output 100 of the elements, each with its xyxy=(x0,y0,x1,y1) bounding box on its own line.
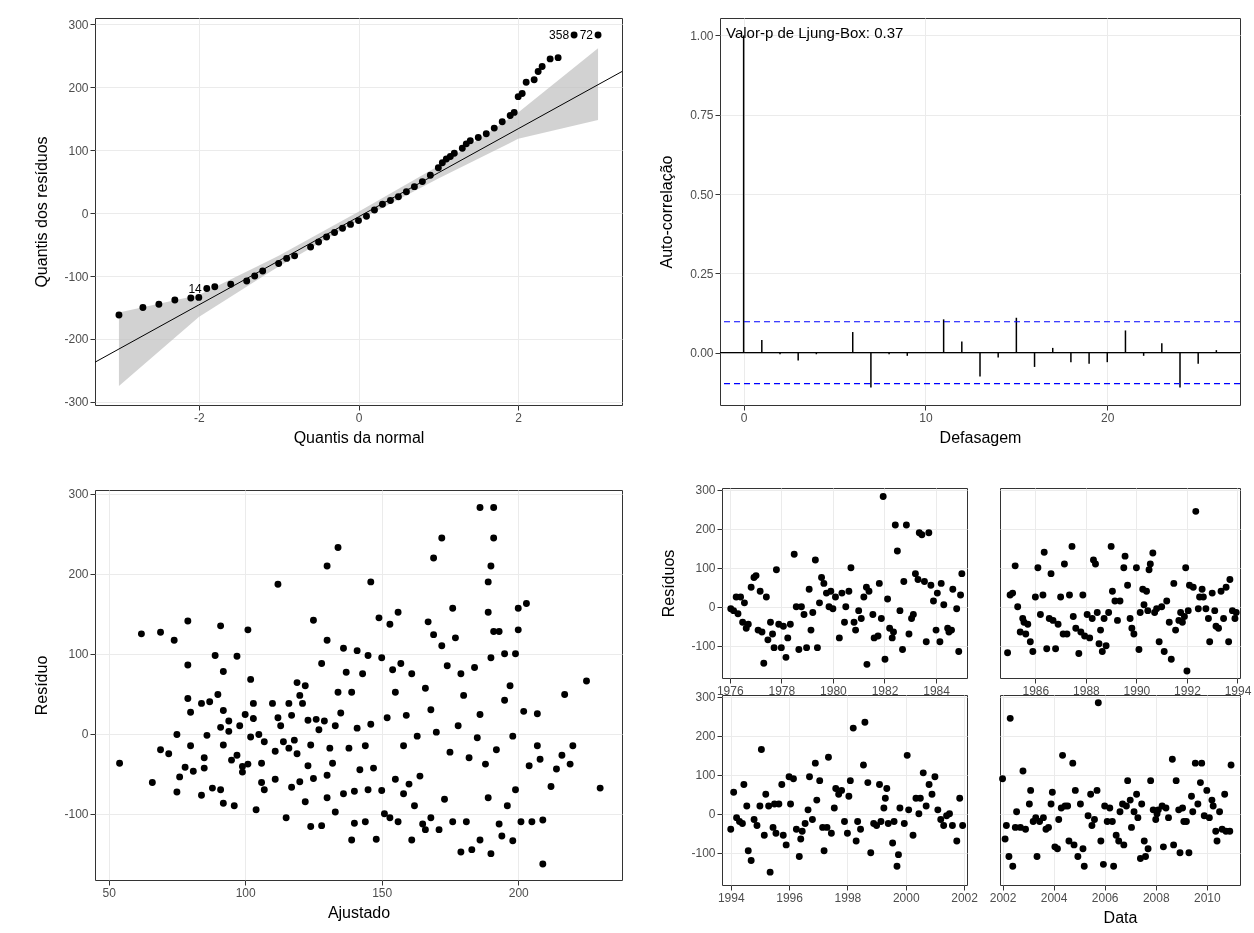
y-tick-label: 1.00 xyxy=(690,28,714,43)
y-tick-label: 100 xyxy=(68,647,89,662)
point xyxy=(211,283,219,291)
y-tick-label: 200 xyxy=(695,729,716,744)
point xyxy=(474,134,482,142)
point xyxy=(347,220,354,228)
y-tick-label: 300 xyxy=(695,483,716,498)
point xyxy=(538,63,546,70)
y-tick-label: 100 xyxy=(695,768,716,783)
y-tick-label: -100 xyxy=(64,269,89,284)
annotation: 358 xyxy=(549,27,570,42)
x-tick-label: 50 xyxy=(102,885,117,900)
x-tick-label: 2008 xyxy=(1142,890,1170,905)
point xyxy=(546,55,554,63)
x-axis-title: Data xyxy=(1103,908,1138,926)
line-series xyxy=(94,70,623,363)
point xyxy=(291,252,299,260)
point xyxy=(203,285,211,293)
x-tick-label: 20 xyxy=(1101,410,1115,425)
x-tick-label: 1986 xyxy=(1022,683,1050,698)
point xyxy=(187,294,195,302)
y-tick-label: 100 xyxy=(68,143,89,158)
x-tick-label: 10 xyxy=(919,410,933,425)
y-axis-title: Resíduos xyxy=(659,549,677,618)
x-tick-label: 1980 xyxy=(820,683,848,698)
annotation: 72 xyxy=(579,27,594,42)
point xyxy=(363,212,370,220)
x-tick-label: 0 xyxy=(740,410,748,425)
x-tick-label: 1990 xyxy=(1123,683,1151,698)
point xyxy=(434,164,442,172)
point xyxy=(522,78,530,86)
x-tick-label: 200 xyxy=(508,885,530,900)
x-tick-label: -2 xyxy=(193,410,205,425)
point xyxy=(530,76,538,84)
point xyxy=(458,144,466,152)
y-tick-label: -100 xyxy=(691,846,716,861)
y-tick-label: 0 xyxy=(708,807,716,822)
x-tick-label: 1994 xyxy=(717,890,745,905)
point xyxy=(482,130,490,138)
point xyxy=(594,31,602,39)
x-tick-label: 1994 xyxy=(1224,683,1252,698)
x-tick-label: 2002 xyxy=(951,890,979,905)
y-tick-label: 200 xyxy=(68,567,89,582)
y-tick-label: 300 xyxy=(68,487,89,502)
y-tick-label: 0.25 xyxy=(690,266,714,281)
y-tick-label: -300 xyxy=(64,395,89,410)
point xyxy=(534,68,542,75)
y-tick-label: -100 xyxy=(691,639,716,654)
x-axis-title: Ajustado xyxy=(327,903,391,921)
x-tick-label: 1998 xyxy=(834,890,862,905)
y-tick-label: 0 xyxy=(81,206,89,221)
y-tick-label: 300 xyxy=(695,690,716,705)
x-tick-label: 2000 xyxy=(892,890,920,905)
x-tick-label: 2002 xyxy=(989,890,1017,905)
x-tick-label: 2010 xyxy=(1193,890,1221,905)
annotation: 14 xyxy=(188,281,203,296)
y-tick-label: 200 xyxy=(68,80,89,95)
point xyxy=(490,124,498,132)
y-tick-label: 0.00 xyxy=(690,346,714,361)
point xyxy=(139,304,147,311)
x-axis-title: Quantis da normal xyxy=(293,428,425,446)
point xyxy=(510,108,518,116)
point xyxy=(171,296,179,304)
x-tick-label: 1996 xyxy=(776,890,804,905)
x-tick-label: 2 xyxy=(515,410,523,425)
x-tick-label: 1988 xyxy=(1073,683,1101,698)
y-axis-title: Auto-correlação xyxy=(657,155,675,269)
point xyxy=(355,217,362,225)
point xyxy=(466,137,474,145)
x-axis-title: Defasagem xyxy=(939,428,1022,446)
y-tick-label: 0.50 xyxy=(690,187,714,202)
y-tick-label: 100 xyxy=(695,561,716,576)
point xyxy=(195,293,203,301)
x-tick-label: 0 xyxy=(355,410,363,425)
y-tick-label: 0.75 xyxy=(690,108,714,123)
point xyxy=(554,54,562,62)
x-tick-label: 1984 xyxy=(923,683,951,698)
x-tick-label: 1982 xyxy=(871,683,899,698)
annotation: Valor-p de Ljung-Box: 0.37 xyxy=(726,24,904,41)
x-tick-label: 2004 xyxy=(1040,890,1068,905)
x-tick-label: 100 xyxy=(235,885,257,900)
y-tick-label: 300 xyxy=(68,17,89,32)
x-tick-label: 1978 xyxy=(768,683,796,698)
y-axis-title: Quantis dos resíduos xyxy=(32,136,50,288)
y-tick-label: 0 xyxy=(708,600,716,615)
y-tick-label: 0 xyxy=(81,727,89,742)
y-tick-label: 200 xyxy=(695,522,716,537)
point xyxy=(570,31,578,39)
y-tick-label: -200 xyxy=(64,332,89,347)
point xyxy=(307,243,315,251)
point xyxy=(155,300,163,308)
point xyxy=(518,90,526,97)
point xyxy=(115,311,123,319)
y-axis-title: Resíduo xyxy=(32,655,50,716)
y-tick-label: -100 xyxy=(64,807,89,822)
point xyxy=(498,118,506,126)
x-tick-label: 2006 xyxy=(1091,890,1119,905)
x-tick-label: 1976 xyxy=(716,683,744,698)
x-tick-label: 1992 xyxy=(1174,683,1202,698)
point xyxy=(450,149,458,157)
